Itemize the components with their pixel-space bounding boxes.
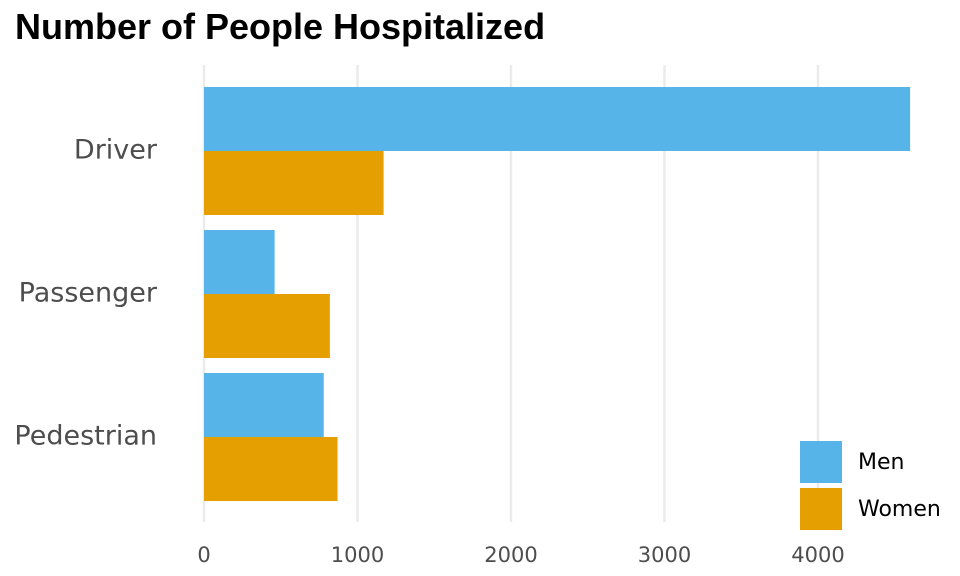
x-tick-label-4000: 4000 [791, 543, 844, 567]
bar-driver-women [204, 151, 384, 215]
category-labels: Driver Passenger Pedestrian [14, 135, 157, 452]
bars [204, 87, 911, 501]
bar-pedestrian-men [204, 373, 324, 437]
legend-swatch-women [800, 488, 842, 530]
category-label-passenger: Passenger [19, 278, 158, 309]
chart-title: Number of People Hospitalized [15, 6, 546, 47]
legend-label-women: Women [858, 497, 941, 522]
x-tick-label-0: 0 [197, 543, 210, 567]
legend-label-men: Men [858, 450, 904, 475]
x-tick-label-1000: 1000 [331, 543, 384, 567]
bar-passenger-women [204, 294, 330, 358]
category-label-pedestrian: Pedestrian [14, 421, 157, 452]
x-axis-tick-labels: 0 1000 2000 3000 4000 [197, 543, 844, 567]
bar-pedestrian-women [204, 437, 338, 501]
bar-driver-men [204, 87, 911, 151]
legend-swatch-men [800, 441, 842, 483]
bar-passenger-men [204, 230, 275, 294]
x-tick-label-2000: 2000 [484, 543, 537, 567]
legend: Men Women [800, 441, 941, 530]
category-label-driver: Driver [74, 135, 158, 166]
x-tick-label-3000: 3000 [638, 543, 691, 567]
